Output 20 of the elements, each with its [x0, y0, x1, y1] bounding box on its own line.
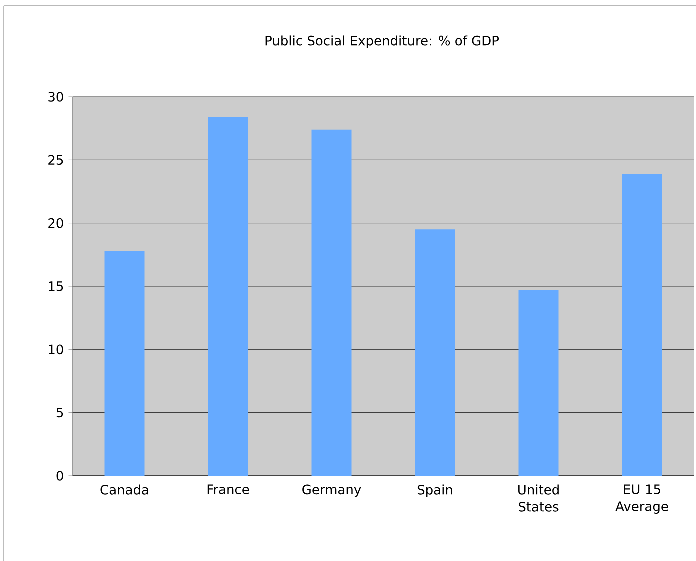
y-tick-label: 5 [56, 408, 64, 418]
y-tick-label: 10 [49, 344, 64, 355]
bar [518, 290, 559, 476]
x-tick-label: France [208, 484, 250, 494]
y-tick-label: 0 [56, 471, 64, 481]
chart-title: Public Social Expenditure: % of GDP [266, 36, 500, 48]
bar [415, 230, 456, 476]
x-tick-label: Canada [100, 484, 148, 495]
y-tick-label: 30 [48, 92, 64, 102]
x-tick-label: Spain [418, 484, 452, 498]
y-tick-label: 15 [49, 282, 64, 292]
x-tick-label: Germany [302, 484, 362, 498]
y-tick-label: 25 [48, 155, 64, 166]
bar [208, 117, 248, 476]
x-tick-label: EU 15 Average [616, 484, 668, 514]
bar [622, 174, 662, 476]
bar [104, 251, 145, 476]
y-tick-label: 20 [48, 218, 64, 228]
bar [312, 130, 352, 476]
x-tick-label: United States [518, 484, 559, 512]
